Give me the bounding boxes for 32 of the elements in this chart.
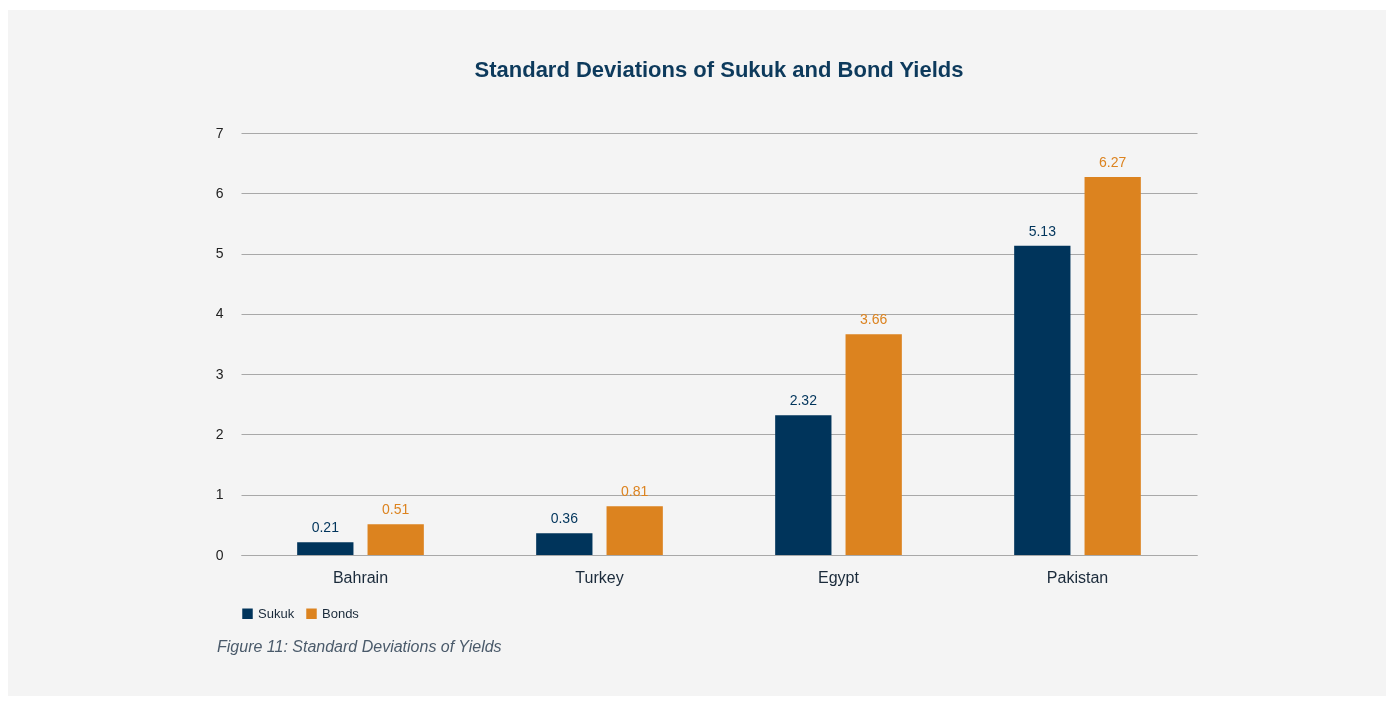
x-tick-label: Bahrain xyxy=(332,568,389,586)
bar xyxy=(1084,177,1141,555)
x-tick-label: Pakistan xyxy=(1046,568,1109,586)
bar xyxy=(1014,245,1071,555)
y-tick-label: 3 xyxy=(215,365,224,382)
y-tick-label: 4 xyxy=(215,305,224,322)
bar xyxy=(606,506,663,555)
bar xyxy=(775,415,832,555)
data-label: 3.66 xyxy=(860,311,888,328)
bar xyxy=(536,533,593,555)
data-label: 2.32 xyxy=(789,392,818,409)
y-tick-label: 6 xyxy=(215,184,224,201)
legend-label: Sukuk xyxy=(258,605,295,621)
chart-title: Standard Deviations of Sukuk and Bond Yields xyxy=(474,57,964,82)
data-label: 0.81 xyxy=(621,483,649,500)
y-tick-label: 5 xyxy=(215,245,224,262)
data-label: 0.21 xyxy=(311,519,340,536)
y-tick-label: 2 xyxy=(215,425,224,442)
x-tick-label: Turkey xyxy=(575,568,624,586)
x-tick-label: Egypt xyxy=(818,568,860,586)
y-tick-label: 0 xyxy=(215,546,224,563)
data-label: 0.51 xyxy=(382,501,410,518)
bar xyxy=(367,524,424,555)
caption: Figure 11: Standard Deviations of Yields xyxy=(217,638,502,656)
legend-label: Bonds xyxy=(322,605,360,621)
data-label: 5.13 xyxy=(1028,222,1057,239)
y-tick-label: 1 xyxy=(215,486,224,503)
bar xyxy=(845,334,902,555)
data-label: 6.27 xyxy=(1099,154,1127,171)
bar xyxy=(297,542,354,555)
y-tick-label: 7 xyxy=(215,124,224,141)
data-label: 0.36 xyxy=(550,510,579,527)
